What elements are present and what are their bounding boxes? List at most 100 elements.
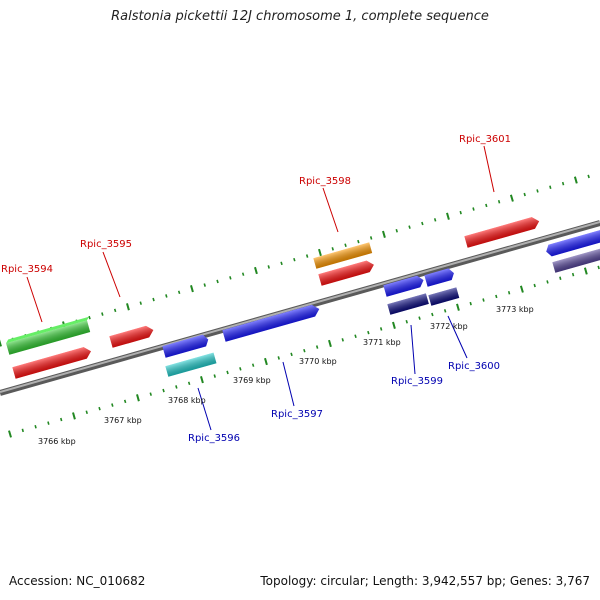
leader-lines-bottom <box>197 315 468 431</box>
leader-lines-top <box>26 145 495 323</box>
upper-row-minor-tick <box>561 181 565 186</box>
lower-row-minor-tick <box>162 388 165 393</box>
feature-rpic-3598-orange[interactable] <box>313 242 373 269</box>
upper-row-major-tick <box>573 176 578 184</box>
lower-row-minor-tick <box>495 294 498 299</box>
feature-rpic-3596-blue[interactable] <box>162 334 210 358</box>
lower-row-minor-tick <box>405 319 408 324</box>
feature-rpic-3594-red[interactable] <box>12 345 92 379</box>
lower-row-minor-tick <box>187 381 191 386</box>
upper-row-major-tick <box>318 248 322 257</box>
feature-rpic-3597[interactable] <box>222 303 321 342</box>
upper-row-minor-tick <box>331 247 334 251</box>
lower-row-minor-tick <box>533 283 536 288</box>
lower-row-major-tick <box>200 376 204 384</box>
upper-row-minor-tick <box>472 207 475 211</box>
upper-row-minor-tick <box>549 185 552 189</box>
feature-rpic-3594-green[interactable] <box>5 316 93 355</box>
feature-rpic-3596-cyan[interactable] <box>165 352 217 377</box>
map-title: Ralstonia pickettii 12J chromosome 1, co… <box>111 9 489 24</box>
feature-rpic-3599-blue[interactable] <box>383 274 425 297</box>
accession-text: Accession: NC_010682 <box>9 574 146 588</box>
upper-row-minor-tick <box>369 236 373 240</box>
feature-edge-slate[interactable] <box>552 245 600 273</box>
upper-row-minor-tick <box>113 308 117 313</box>
lower-row-minor-tick <box>111 403 114 407</box>
lower-row-minor-tick <box>571 272 575 277</box>
kbp-label-3771: 3771 kbp <box>363 338 401 347</box>
lower-row-minor-tick <box>290 352 293 357</box>
lower-row-minor-tick <box>251 363 255 367</box>
upper-row-minor-tick <box>165 294 168 298</box>
gene-label-rpic-3597[interactable]: Rpic_3597 <box>271 409 323 420</box>
gene-label-rpic-3599[interactable]: Rpic_3599 <box>391 376 443 387</box>
upper-row-minor-tick <box>344 243 347 248</box>
lower-row-minor-tick <box>303 348 306 353</box>
lower-row-minor-tick <box>60 417 63 422</box>
feature-edge-blue[interactable] <box>545 227 600 258</box>
lower-row-major-tick <box>519 285 524 293</box>
kbp-label-3773: 3773 kbp <box>496 305 534 314</box>
lower-row-minor-tick <box>354 334 357 339</box>
upper-row-minor-tick <box>485 203 488 208</box>
kbp-label-3769: 3769 kbp <box>233 376 271 385</box>
upper-row-minor-tick <box>101 312 104 316</box>
upper-row-minor-tick <box>523 192 526 197</box>
lower-row-minor-tick <box>47 421 50 425</box>
gene-label-rpic-3598[interactable]: Rpic_3598 <box>299 176 351 187</box>
upper-row-minor-tick <box>152 297 155 302</box>
gene-label-rpic-3595[interactable]: Rpic_3595 <box>80 239 132 250</box>
upper-row-minor-tick <box>177 290 181 295</box>
lower-row-major-tick <box>8 430 12 438</box>
feature-rpic-3600-navy[interactable] <box>428 287 460 306</box>
upper-row-major-tick <box>254 266 258 275</box>
gene-label-rpic-3596[interactable]: Rpic_3596 <box>188 433 240 444</box>
upper-row-major-tick <box>509 194 514 202</box>
upper-row-minor-tick <box>139 301 142 305</box>
feature-rpic-3598-red[interactable] <box>318 259 375 286</box>
lower-row-minor-tick <box>226 370 229 375</box>
lower-row-minor-tick <box>379 327 383 331</box>
upper-row-minor-tick <box>293 257 296 262</box>
lower-row-minor-tick <box>597 265 600 270</box>
upper-row-major-tick <box>0 339 2 347</box>
upper-row-minor-tick <box>459 210 462 215</box>
upper-row-minor-tick <box>395 228 398 233</box>
feature-rpic-3595[interactable] <box>109 324 155 348</box>
feature-rpic-3601[interactable] <box>464 216 540 248</box>
lower-row-minor-tick <box>98 406 101 411</box>
lower-row-minor-tick <box>85 410 88 415</box>
upper-row-major-tick <box>382 230 386 238</box>
lower-row-major-tick <box>328 339 332 348</box>
lower-row-minor-tick <box>507 291 511 295</box>
upper-row-minor-tick <box>267 265 270 269</box>
lower-row-minor-tick <box>367 330 370 335</box>
lower-row-minor-tick <box>341 338 344 342</box>
upper-row-minor-tick <box>357 239 360 244</box>
upper-row-minor-tick <box>536 189 539 193</box>
lower-row-minor-tick <box>34 425 37 429</box>
gene-label-rpic-3600[interactable]: Rpic_3600 <box>448 361 500 372</box>
upper-row-minor-tick <box>280 261 283 266</box>
upper-row-minor-tick <box>229 276 232 280</box>
upper-row-minor-tick <box>587 174 590 179</box>
gene-label-rpic-3601[interactable]: Rpic_3601 <box>459 134 511 145</box>
upper-row-major-tick <box>126 303 130 311</box>
lower-row-major-tick <box>72 412 76 420</box>
gene-label-rpic-3594[interactable]: Rpic_3594 <box>1 264 53 275</box>
kbp-label-3768: 3768 kbp <box>168 396 206 405</box>
kbp-label-3770: 3770 kbp <box>299 357 337 366</box>
lower-row-minor-tick <box>239 367 242 371</box>
lower-row-minor-tick <box>559 276 562 280</box>
lower-row-minor-tick <box>443 309 447 313</box>
upper-row-major-tick <box>190 285 194 293</box>
upper-row-minor-tick <box>305 254 309 258</box>
upper-row-minor-tick <box>497 200 501 204</box>
feature-rpic-3600-blue[interactable] <box>424 267 455 287</box>
upper-row-minor-tick <box>203 283 206 287</box>
tick-row-lower <box>8 265 600 438</box>
lower-row-minor-tick <box>482 298 485 302</box>
feature-rpic-3599-navy[interactable] <box>387 293 429 315</box>
lower-row-major-tick <box>456 303 460 311</box>
